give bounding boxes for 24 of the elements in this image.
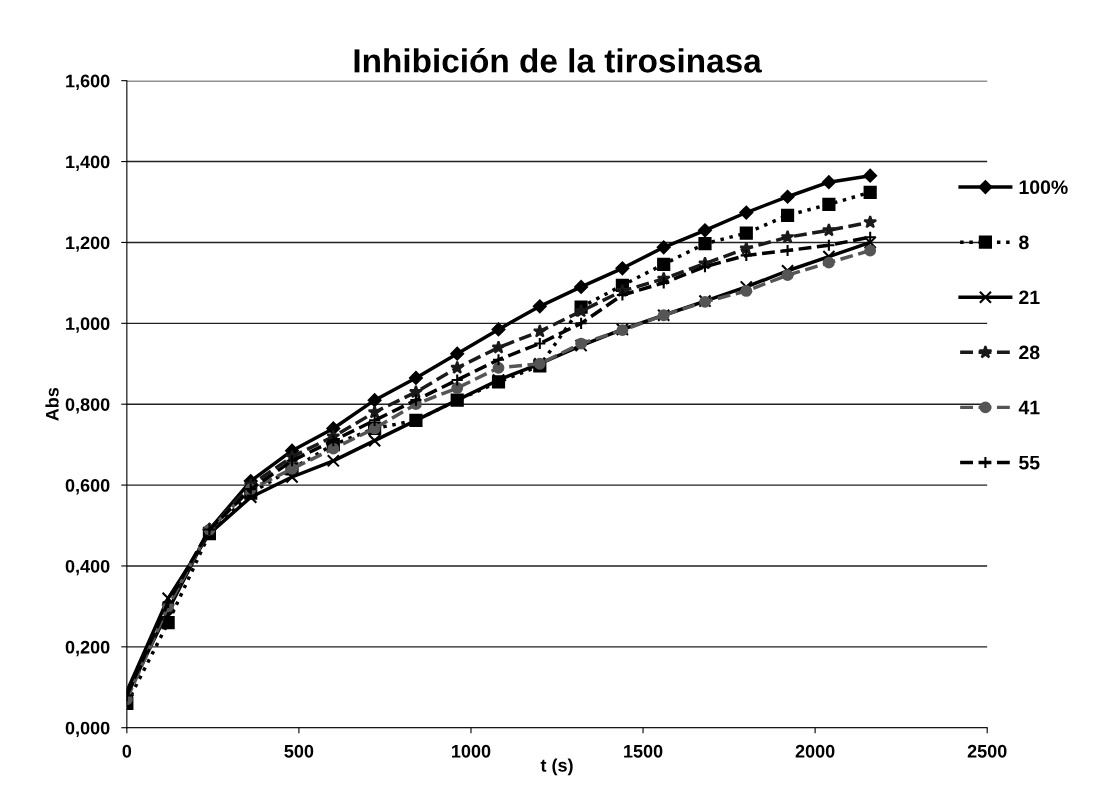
x-tick-label: 2500	[967, 744, 1007, 758]
y-tick-label: 0,400	[65, 559, 110, 576]
y-axis-title: Abs	[45, 387, 59, 421]
y-tick-label: 1,000	[66, 317, 110, 333]
x-tick-label: 2000	[795, 744, 835, 758]
y-tick-label: 0,200	[65, 640, 110, 657]
x-axis-title: t (s)	[540, 758, 573, 776]
legend-label: 21	[1019, 290, 1040, 305]
x-tick-label: 1500	[624, 744, 663, 758]
x-tick-label: 1000	[452, 744, 491, 758]
legend-label: 8	[1019, 235, 1029, 250]
legend-label: 100%	[1019, 180, 1068, 195]
chart-title: Inhibición de la tirosinasa	[354, 47, 762, 73]
y-tick-label: 0,000	[65, 721, 110, 738]
y-tick-label: 1,600	[66, 74, 110, 91]
y-tick-label: 1,400	[66, 155, 110, 171]
x-tick-label: 0	[122, 744, 132, 758]
legend-label: 28	[1019, 345, 1040, 360]
legend-label: 41	[1018, 400, 1040, 415]
y-tick-label: 0,800	[65, 398, 110, 414]
legend-label: 55	[1019, 455, 1040, 470]
x-tick-label: 500	[284, 744, 314, 758]
y-tick-label: 1,200	[66, 236, 110, 252]
y-tick-label: 0,600	[65, 479, 110, 495]
